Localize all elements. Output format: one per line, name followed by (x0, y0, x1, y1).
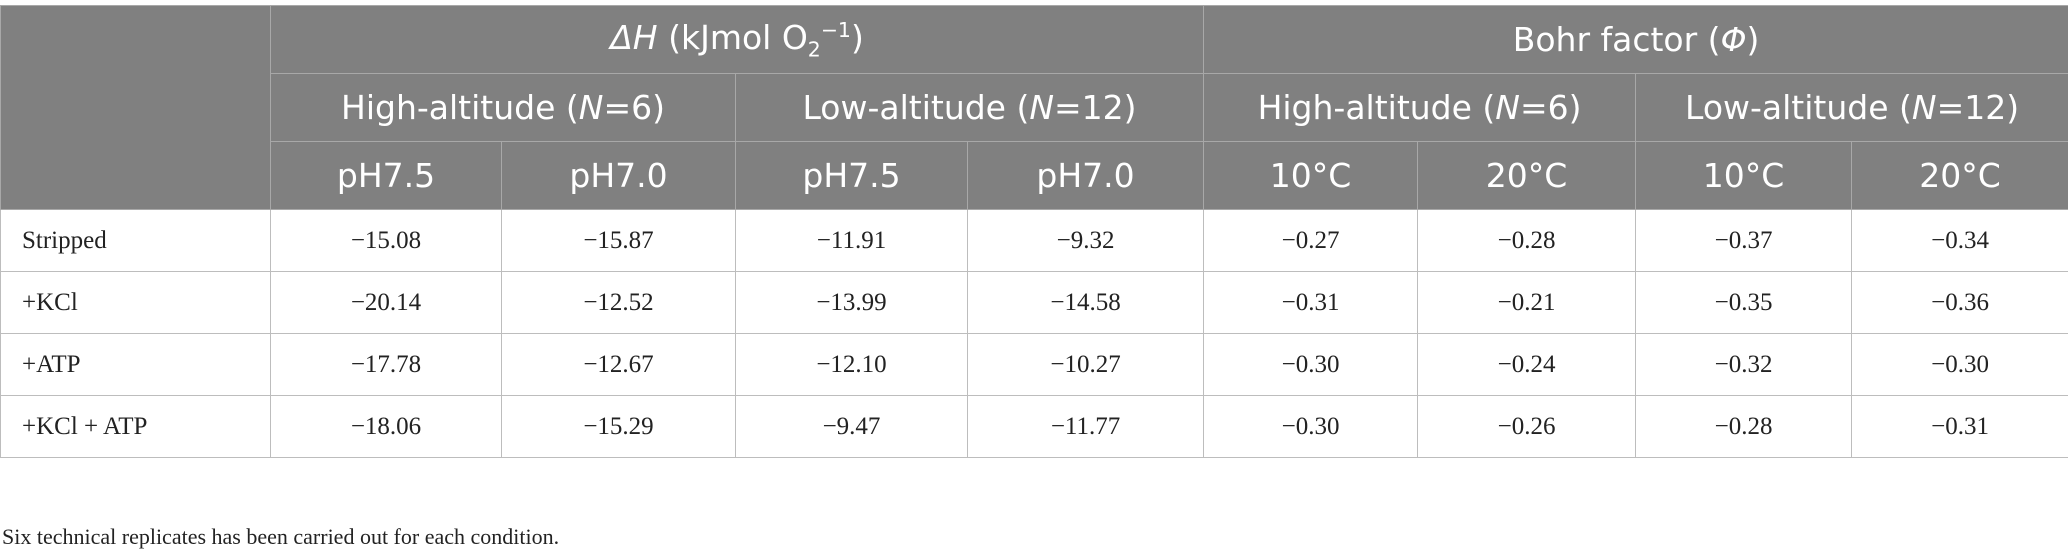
table-cell: −12.52 (501, 271, 736, 334)
table-cell: −0.31 (1203, 271, 1419, 334)
table-cell: −0.32 (1635, 333, 1853, 396)
enthalpy-unit-superscript: −1 (820, 17, 851, 42)
header-row-groups: ΔH (kJmol O2−1) Bohr factor (Φ) (0, 5, 2068, 74)
column-header: pH7.5 (735, 141, 968, 210)
header-corner-cell (0, 5, 271, 74)
column-header: pH7.5 (270, 141, 502, 210)
table-cell: −0.30 (1203, 395, 1419, 458)
header-bohr-high-altitude: High-altitude (N=6) (1203, 73, 1637, 142)
column-header: 10°C (1635, 141, 1853, 210)
table-cell: −20.14 (270, 271, 502, 334)
column-header: 20°C (1417, 141, 1637, 210)
row-label: +KCl + ATP (0, 395, 271, 458)
table-cell: −0.27 (1203, 209, 1419, 272)
high-altitude-n: N (578, 88, 604, 127)
table-cell: −0.28 (1417, 209, 1637, 272)
table-cell: −0.30 (1203, 333, 1419, 396)
column-header: 10°C (1203, 141, 1419, 210)
table-cell: −11.77 (966, 395, 1205, 458)
table-cell: −0.31 (1851, 395, 2068, 458)
high-altitude-prefix: High-altitude ( (1257, 88, 1496, 127)
table-cell: −12.67 (501, 333, 736, 396)
column-header: pH7.0 (501, 141, 736, 210)
low-altitude-prefix: Low-altitude ( (1685, 88, 1912, 127)
table-cell: −0.21 (1417, 271, 1637, 334)
table-cell: −15.29 (501, 395, 736, 458)
low-altitude-suffix: =12) (1054, 88, 1137, 127)
table-cell: −12.10 (735, 333, 968, 396)
data-table: ΔH (kJmol O2−1) Bohr factor (Φ) High-alt… (0, 5, 2068, 458)
header-corner-cell (0, 141, 271, 210)
table-cell: −9.32 (966, 209, 1205, 272)
low-altitude-n: N (1911, 88, 1937, 127)
high-altitude-suffix: =6) (603, 88, 665, 127)
table-cell: −13.99 (735, 271, 968, 334)
header-row-conditions: pH7.5 pH7.0 pH7.5 pH7.0 10°C 20°C 10°C 2… (0, 141, 2068, 210)
table-cell: −15.08 (270, 209, 502, 272)
high-altitude-suffix: =6) (1519, 88, 1582, 127)
high-altitude-n: N (1495, 88, 1520, 127)
header-enthalpy-group: ΔH (kJmol O2−1) (269, 5, 1205, 74)
enthalpy-unit-suffix: ) (850, 17, 864, 57)
table-body: Stripped −15.08 −15.87 −11.91 −9.32 −0.2… (0, 209, 2068, 458)
table-cell: −0.37 (1635, 209, 1853, 272)
table-cell: −15.87 (501, 209, 736, 272)
header-enthalpy-low-altitude: Low-altitude (N=12) (734, 73, 1205, 142)
enthalpy-symbol: ΔH (610, 17, 658, 57)
table-row: Stripped −15.08 −15.87 −11.91 −9.32 −0.2… (0, 209, 2068, 272)
low-altitude-suffix: =12) (1936, 88, 2020, 127)
table-cell: −10.27 (966, 333, 1205, 396)
high-altitude-prefix: High-altitude ( (341, 88, 579, 127)
enthalpy-unit-subscript: 2 (807, 37, 821, 62)
low-altitude-prefix: Low-altitude ( (802, 88, 1030, 127)
bohr-prefix: Bohr factor ( (1512, 20, 1721, 59)
table-header: ΔH (kJmol O2−1) Bohr factor (Φ) High-alt… (0, 5, 2068, 210)
column-header: pH7.0 (966, 141, 1205, 210)
header-bohr-group: Bohr factor (Φ) (1203, 5, 2068, 74)
table-footnote: Six technical replicates has been carrie… (2, 524, 560, 549)
row-label: +KCl (0, 271, 271, 334)
low-altitude-n: N (1029, 88, 1055, 127)
column-header: 20°C (1851, 141, 2068, 210)
row-label: +ATP (0, 333, 271, 396)
header-corner-cell (0, 73, 271, 142)
bohr-suffix: ) (1746, 20, 1760, 59)
header-bohr-low-altitude: Low-altitude (N=12) (1635, 73, 2068, 142)
row-label: Stripped (0, 209, 271, 272)
table-cell: −0.26 (1417, 395, 1637, 458)
table-cell: −9.47 (735, 395, 968, 458)
header-row-altitude: High-altitude (N=6) Low-altitude (N=12) … (0, 73, 2068, 142)
table-cell: −0.34 (1851, 209, 2068, 272)
table-cell: −0.24 (1417, 333, 1637, 396)
table-cell: −0.28 (1635, 395, 1853, 458)
table-row: +KCl −20.14 −12.52 −13.99 −14.58 −0.31 −… (0, 271, 2068, 334)
table-cell: −17.78 (270, 333, 502, 396)
bohr-symbol: Φ (1720, 20, 1747, 59)
table-row: +KCl + ATP −18.06 −15.29 −9.47 −11.77 −0… (0, 395, 2068, 458)
table-row: +ATP −17.78 −12.67 −12.10 −10.27 −0.30 −… (0, 333, 2068, 396)
table-cell: −14.58 (966, 271, 1205, 334)
table-cell: −0.30 (1851, 333, 2068, 396)
header-enthalpy-high-altitude: High-altitude (N=6) (270, 73, 736, 142)
enthalpy-unit-prefix: (kJmol O (668, 17, 808, 57)
table-cell: −11.91 (735, 209, 968, 272)
table-cell: −18.06 (270, 395, 502, 458)
table-cell: −0.35 (1635, 271, 1853, 334)
table-cell: −0.36 (1851, 271, 2068, 334)
